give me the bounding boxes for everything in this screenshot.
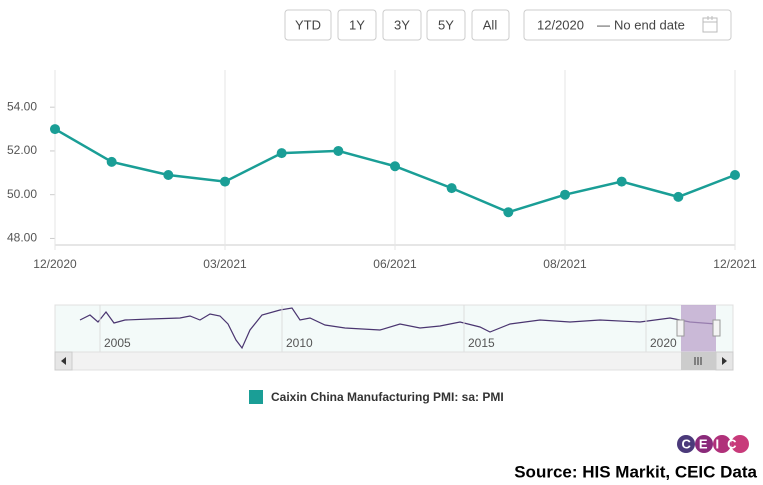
button-5y[interactable] [426, 9, 466, 41]
navigator-handle[interactable] [676, 319, 685, 337]
button-all[interactable] [471, 9, 510, 41]
data-point [560, 189, 570, 200]
range-start: 12/2020 [537, 17, 584, 32]
button-1y[interactable] [337, 9, 377, 41]
plot: 48.00 50.00 52.00 54.00 12/2020 03/2021 06/202… [7, 70, 757, 271]
x-tick-label: 12/2020 [33, 257, 77, 271]
data-point [503, 207, 514, 218]
data-point [730, 170, 740, 180]
button-label: YTD [295, 17, 321, 32]
data-point [50, 124, 60, 135]
x-tick-label: 08/2021 [543, 257, 587, 271]
y-tick-label: 48.00 [7, 231, 37, 245]
range-separator: — [597, 17, 610, 32]
data-point [333, 145, 344, 156]
data-point [446, 183, 457, 194]
ceic-logo [677, 435, 749, 453]
scrollbar[interactable] [54, 351, 734, 371]
arrow-left [61, 357, 66, 365]
x-tick-label: 12/2021 [713, 257, 757, 271]
navigator[interactable] [54, 304, 734, 353]
data-point [163, 170, 174, 180]
y-tick-label: 50.00 [7, 187, 37, 201]
x-tick-label: 06/2021 [373, 257, 417, 271]
button-label: 5Y [438, 17, 454, 32]
navigator-label: 2020 [650, 336, 677, 350]
data-point [276, 148, 287, 159]
data-point [616, 176, 627, 187]
navigator-label: 2010 [286, 336, 313, 350]
legend-swatch [249, 390, 263, 404]
y-tick-label: 54.00 [7, 99, 37, 113]
x-tick-label: 03/2021 [203, 257, 247, 271]
navigator-handle[interactable] [712, 319, 721, 337]
date-range-box[interactable] [523, 9, 732, 41]
data-point [220, 176, 230, 187]
data-point [673, 191, 684, 202]
y-tick-label: 52.00 [7, 143, 37, 157]
calendar-icon [702, 16, 718, 33]
navigator-label: 2005 [104, 336, 131, 350]
source: Source: HIS Markit, CEIC Data [514, 462, 757, 481]
data-point [106, 156, 117, 167]
navigator-line [79, 307, 717, 350]
thumb-grip [694, 357, 702, 365]
button-label: All [483, 17, 498, 32]
navigator-selection[interactable] [681, 305, 716, 352]
logo-text: CEIC [681, 436, 744, 451]
range-end: No end date [614, 17, 685, 32]
button-label: 3Y [394, 17, 410, 32]
data-point [390, 161, 400, 172]
navigator-label: 2015 [468, 336, 495, 350]
arrow-right [722, 357, 727, 365]
legend-label[interactable]: Caixin China Manufacturing PMI: sa: PMI [271, 390, 504, 404]
button-label: 1Y [349, 17, 365, 32]
button-ytd[interactable] [284, 9, 332, 41]
button-3y[interactable] [382, 9, 422, 41]
